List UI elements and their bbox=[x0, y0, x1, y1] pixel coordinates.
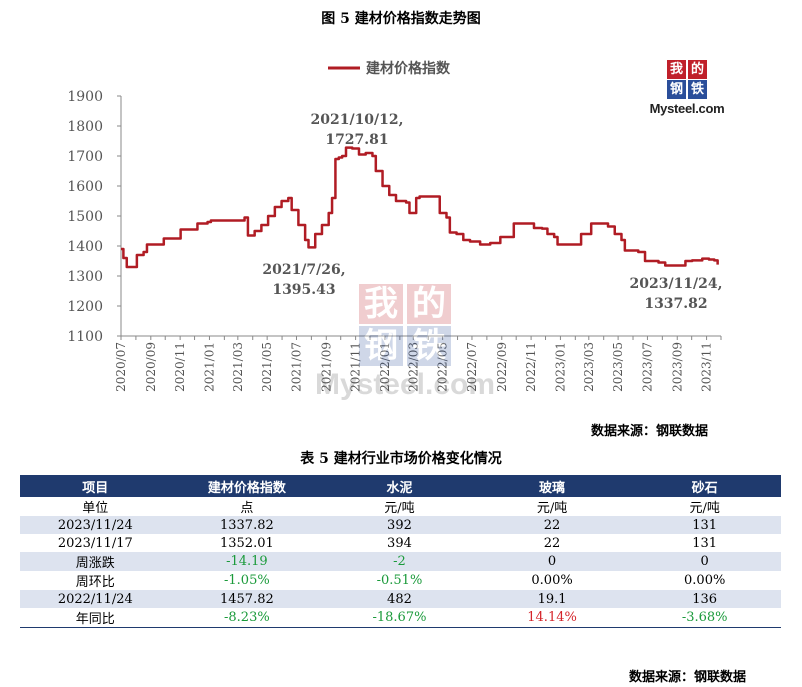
y-tick-label: 1600 bbox=[67, 179, 103, 195]
x-tick-label: 2023/03 bbox=[582, 342, 596, 392]
table-cell: 394 bbox=[387, 535, 412, 551]
data-annotation: 1395.43 bbox=[272, 282, 335, 298]
table-cell: 周涨跌 bbox=[20, 552, 171, 571]
logo-char: 钢 bbox=[667, 80, 686, 99]
table-cell: 131 bbox=[692, 535, 718, 551]
table-cell: -8.23% bbox=[170, 608, 324, 628]
table-cell: 0.00% bbox=[531, 573, 573, 588]
header-cell: 砂石 bbox=[628, 475, 781, 497]
header-cell: 水泥 bbox=[323, 475, 476, 497]
table-cell: 元/吨 bbox=[536, 501, 568, 516]
figure-title: 图 5 建材价格指数走势图 bbox=[321, 11, 481, 27]
mysteel-logo: 我 的 钢 铁 Mysteel.com bbox=[642, 60, 732, 116]
table-cell: 22 bbox=[543, 535, 561, 551]
table-row: 单位 点 元/吨 元/吨 元/吨 bbox=[20, 497, 781, 516]
line-chart: 1100 1200 1300 1400 1500 1600 1700 1800 1900 2020… bbox=[67, 60, 722, 392]
x-tick-label: 2020/07 bbox=[114, 342, 128, 392]
x-tick-label: 2021/01 bbox=[202, 342, 216, 392]
table-row: 周涨跌 -14.19 -2 0 0 bbox=[20, 552, 781, 571]
legend-label: 建材价格指数 bbox=[366, 60, 451, 77]
table-cell: -3.68% bbox=[628, 608, 781, 628]
header-cell: 建材价格指数 bbox=[170, 475, 324, 497]
x-tick-label: 2022/07 bbox=[465, 342, 479, 392]
x-tick-label: 2022/09 bbox=[495, 342, 509, 392]
table-cell: 1457.82 bbox=[170, 590, 324, 608]
x-tick-label: 2020/11 bbox=[173, 342, 187, 392]
table-row: 周环比 -1.05% -0.51% 0.00% 0.00% bbox=[20, 571, 781, 590]
table-cell: -2 bbox=[323, 552, 476, 571]
table-cell: 19.1 bbox=[475, 590, 629, 608]
table-cell: 周环比 bbox=[75, 575, 115, 590]
x-tick-label: 2022/03 bbox=[406, 342, 420, 392]
x-tick-label: 2021/03 bbox=[231, 342, 245, 392]
table-row: 2023/11/17 1352.01 394 22 131 bbox=[20, 534, 781, 552]
table-cell: 1352.01 bbox=[219, 535, 274, 551]
table-header-row: 项目 建材价格指数 水泥 玻璃 砂石 bbox=[20, 475, 781, 497]
x-tick-label: 2021/05 bbox=[260, 342, 274, 392]
table-cell: 392 bbox=[323, 516, 476, 534]
x-tick-label: 2022/01 bbox=[378, 342, 392, 392]
table-cell: 14.14% bbox=[475, 608, 629, 628]
table-source-note: 数据来源：钢联数据 bbox=[628, 670, 746, 685]
x-tick-label: 2023/09 bbox=[670, 342, 684, 392]
x-tick-label: 2023/11 bbox=[700, 342, 714, 392]
table-cell: 2023/11/24 bbox=[20, 516, 171, 534]
x-tick-label: 2022/11 bbox=[524, 342, 538, 392]
table-cell: 点 bbox=[240, 501, 254, 516]
chart-source-note: 数据来源：钢联数据 bbox=[590, 424, 708, 439]
y-tick-label: 1400 bbox=[67, 239, 103, 255]
x-tick-label: 2022/05 bbox=[436, 342, 450, 392]
y-tick-label: 1100 bbox=[67, 329, 103, 345]
table-cell: 22 bbox=[475, 516, 629, 534]
table-row: 年同比 -8.23% -18.67% 14.14% -3.68% bbox=[20, 608, 781, 628]
logo-char: 的 bbox=[688, 60, 707, 79]
data-annotation: 1727.81 bbox=[325, 132, 388, 148]
table-cell: 131 bbox=[628, 516, 781, 534]
x-tick-label: 2020/09 bbox=[144, 342, 158, 392]
series-line-index bbox=[121, 146, 719, 269]
header-cell: 玻璃 bbox=[475, 475, 629, 497]
data-annotation: 1337.82 bbox=[644, 296, 707, 312]
x-tick-label: 2021/07 bbox=[289, 342, 303, 392]
table-cell: 1337.82 bbox=[170, 516, 324, 534]
table-cell: 2022/11/24 bbox=[20, 590, 171, 608]
table-row: 2023/11/24 1337.82 392 22 131 bbox=[20, 516, 781, 534]
y-tick-label: 1300 bbox=[67, 269, 103, 285]
table-cell: 482 bbox=[323, 590, 476, 608]
table-cell: 136 bbox=[628, 590, 781, 608]
x-tick-label: 2021/11 bbox=[349, 342, 363, 392]
table-row: 2022/11/24 1457.82 482 19.1 136 bbox=[20, 590, 781, 608]
data-annotation: 2021/10/12, bbox=[310, 112, 403, 128]
x-tick-label: 2023/01 bbox=[553, 342, 567, 392]
table-cell: 0.00% bbox=[684, 573, 726, 588]
header-cell: 项目 bbox=[20, 475, 171, 497]
data-annotation: 2021/7/26, bbox=[262, 262, 345, 278]
y-tick-label: 1500 bbox=[67, 209, 103, 225]
price-change-table: 项目 建材价格指数 水泥 玻璃 砂石 单位点元/吨 元/吨 元/吨 2023/11/2… bbox=[20, 475, 781, 628]
logo-char: 我 bbox=[667, 60, 686, 79]
table-cell: 0 bbox=[475, 552, 629, 571]
logo-char: 铁 bbox=[688, 80, 707, 99]
x-tick-label: 2023/05 bbox=[611, 342, 625, 392]
data-annotation: 2023/11/24, bbox=[629, 276, 722, 292]
table-cell: -14.19 bbox=[170, 552, 324, 571]
logo-url: Mysteel.com bbox=[649, 101, 725, 116]
x-tick-label: 2021/09 bbox=[319, 342, 333, 392]
table-cell: 年同比 bbox=[20, 608, 171, 628]
y-tick-label: 1900 bbox=[67, 89, 103, 105]
table-cell: 元/吨 bbox=[689, 501, 720, 516]
y-tick-label: 1800 bbox=[67, 119, 103, 135]
table-cell: 单位 bbox=[82, 501, 109, 516]
x-tick-label: 2023/07 bbox=[640, 342, 654, 392]
table-cell: -18.67% bbox=[323, 608, 476, 628]
table-cell: 2023/11/17 bbox=[57, 535, 133, 551]
table-title: 表 5 建材行业市场价格变化情况 bbox=[300, 451, 502, 467]
y-tick-label: 1700 bbox=[67, 149, 103, 165]
table-cell: 0 bbox=[628, 552, 781, 571]
table-cell: -1.05% bbox=[224, 573, 270, 588]
table-cell: 元/吨 bbox=[384, 501, 415, 516]
table-cell: -0.51% bbox=[376, 573, 423, 588]
y-tick-label: 1200 bbox=[67, 299, 103, 315]
